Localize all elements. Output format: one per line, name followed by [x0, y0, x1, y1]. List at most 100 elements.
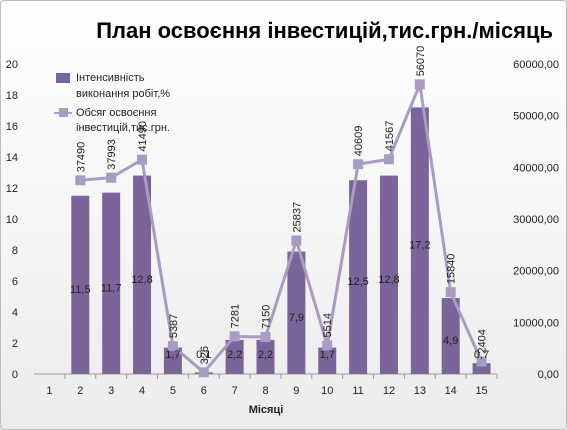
x-axis-tick-label: 9 [293, 385, 299, 397]
chart-title: План освоєння інвестицій,тис.грн./місяць [96, 18, 553, 43]
legend: Інтенсивність виконання робіт,% Обсяг ос… [54, 72, 170, 134]
right-axis-tick-label: 30000,00 [513, 214, 559, 226]
line-data-label: 56070 [415, 46, 427, 77]
legend-line-label: Обсяг освоєння [76, 107, 156, 119]
line-data-label: 40609 [353, 126, 365, 157]
line-point [198, 367, 209, 378]
right-axis-tick-label: 10000,00 [513, 317, 559, 329]
x-axis-tick-label: 4 [139, 385, 145, 397]
right-axis-tick-label: 60000,00 [513, 59, 559, 71]
bar [133, 175, 152, 374]
legend-bar-label: Інтенсивність [76, 72, 145, 84]
line-point [383, 154, 394, 165]
bar-data-label: 12,8 [131, 274, 152, 286]
bar [441, 298, 460, 374]
line-series [75, 78, 487, 378]
bar-data-label: 12,5 [347, 276, 368, 288]
bar-data-label: 11,5 [70, 284, 91, 296]
line-point [414, 79, 425, 90]
x-axis-tick-label: 14 [445, 385, 457, 397]
left-axis-tick-label: 14 [6, 152, 18, 164]
line-data-label: 15840 [446, 254, 458, 285]
bar-data-label: 0,1 [196, 349, 211, 361]
x-axis-tick-label: 15 [475, 385, 487, 397]
line-point [167, 341, 178, 352]
bar-series [71, 107, 491, 375]
x-axis-tick-label: 12 [383, 385, 395, 397]
left-axis-tick-label: 18 [6, 90, 18, 102]
line-data-label: 25837 [291, 202, 303, 233]
x-axis-title: Місяці [249, 404, 284, 416]
bar [410, 107, 429, 375]
bar-data-label: 4,9 [443, 335, 458, 347]
right-axis-tick-label: 20000,00 [513, 266, 559, 278]
line-data-label: 2404 [477, 329, 489, 353]
x-axis-tick-label: 2 [77, 385, 83, 397]
x-axis-tick-label: 3 [108, 385, 114, 397]
left-axis-tick-label: 20 [6, 59, 18, 71]
bar [256, 339, 275, 374]
x-axis-tick-label: 11 [352, 385, 363, 397]
bar-data-label: 12,8 [378, 274, 399, 286]
x-axis-tick-label: 1 [46, 385, 52, 397]
bar-data-label: 2,2 [258, 349, 273, 361]
x-axis-tick-label: 6 [201, 385, 207, 397]
x-axis-tick-label: 13 [414, 385, 426, 397]
left-axis-tick-label: 12 [6, 183, 18, 195]
line-data-label: 41567 [384, 121, 396, 152]
legend-line-marker [59, 108, 68, 117]
x-axis-tick-label: 7 [232, 385, 238, 397]
bar-data-label: 1,7 [165, 349, 180, 361]
bar [318, 347, 337, 374]
bar [349, 180, 368, 374]
x-axis-tick-label: 5 [170, 385, 176, 397]
left-axis-tick-label: 8 [12, 245, 18, 257]
bar-data-label: 1,7 [320, 349, 335, 361]
left-axis-tick-label: 0 [12, 369, 18, 381]
line-point [322, 340, 333, 351]
line-data-label: 41490 [137, 121, 149, 152]
legend-line-label-line2: інвестицій,тис.грн. [76, 122, 170, 134]
line-point [75, 175, 86, 186]
line-point [353, 159, 364, 170]
bar [379, 175, 398, 374]
line-data-label: 7281 [230, 304, 242, 328]
line-point [229, 331, 240, 342]
right-axis-tick-label: 40000,00 [513, 162, 559, 174]
line-data-label: 5514 [322, 313, 334, 337]
line-data-label: 5387 [168, 314, 180, 338]
bar-data-label: 0,7 [474, 349, 489, 361]
left-axis-tick-label: 2 [12, 338, 18, 350]
legend-bar-label-line2: виконання робіт,% [76, 88, 170, 100]
bar [102, 192, 121, 374]
bar-data-label: 2,2 [227, 349, 242, 361]
line-point [476, 356, 487, 367]
bar [472, 363, 491, 374]
x-axis-tick-label: 8 [262, 385, 268, 397]
legend-bar-swatch [56, 73, 70, 83]
left-axis-tick-label: 16 [6, 121, 18, 133]
bar [287, 251, 306, 374]
right-axis-tick-label: 0,00 [538, 369, 559, 381]
line-point [291, 235, 302, 246]
left-axis-tick-label: 4 [12, 307, 18, 319]
line-data-label: 7150 [261, 305, 273, 329]
bar-data-label: 11,7 [101, 282, 122, 294]
x-axis-tick-label: 10 [321, 385, 333, 397]
bar-data-label: 17,2 [409, 240, 430, 252]
series-line [80, 78, 483, 375]
line-point [106, 172, 117, 183]
data-labels: 11,5 11,7 12,8 1,7 0,1 2,2 2,2 7,9 1,7 12,5 12,8 17… [70, 46, 489, 365]
bar-data-label: 7,9 [289, 312, 304, 324]
bar [225, 339, 244, 374]
left-axis-tick-label: 10 [6, 214, 18, 226]
right-axis-tick-label: 50000,00 [513, 111, 559, 123]
line-data-label: 37490 [75, 142, 87, 173]
bar [71, 195, 90, 374]
line-data-label: 37993 [106, 139, 118, 170]
left-axis-tick-label: 6 [12, 276, 18, 288]
bar [163, 347, 182, 374]
line-point [137, 154, 148, 165]
